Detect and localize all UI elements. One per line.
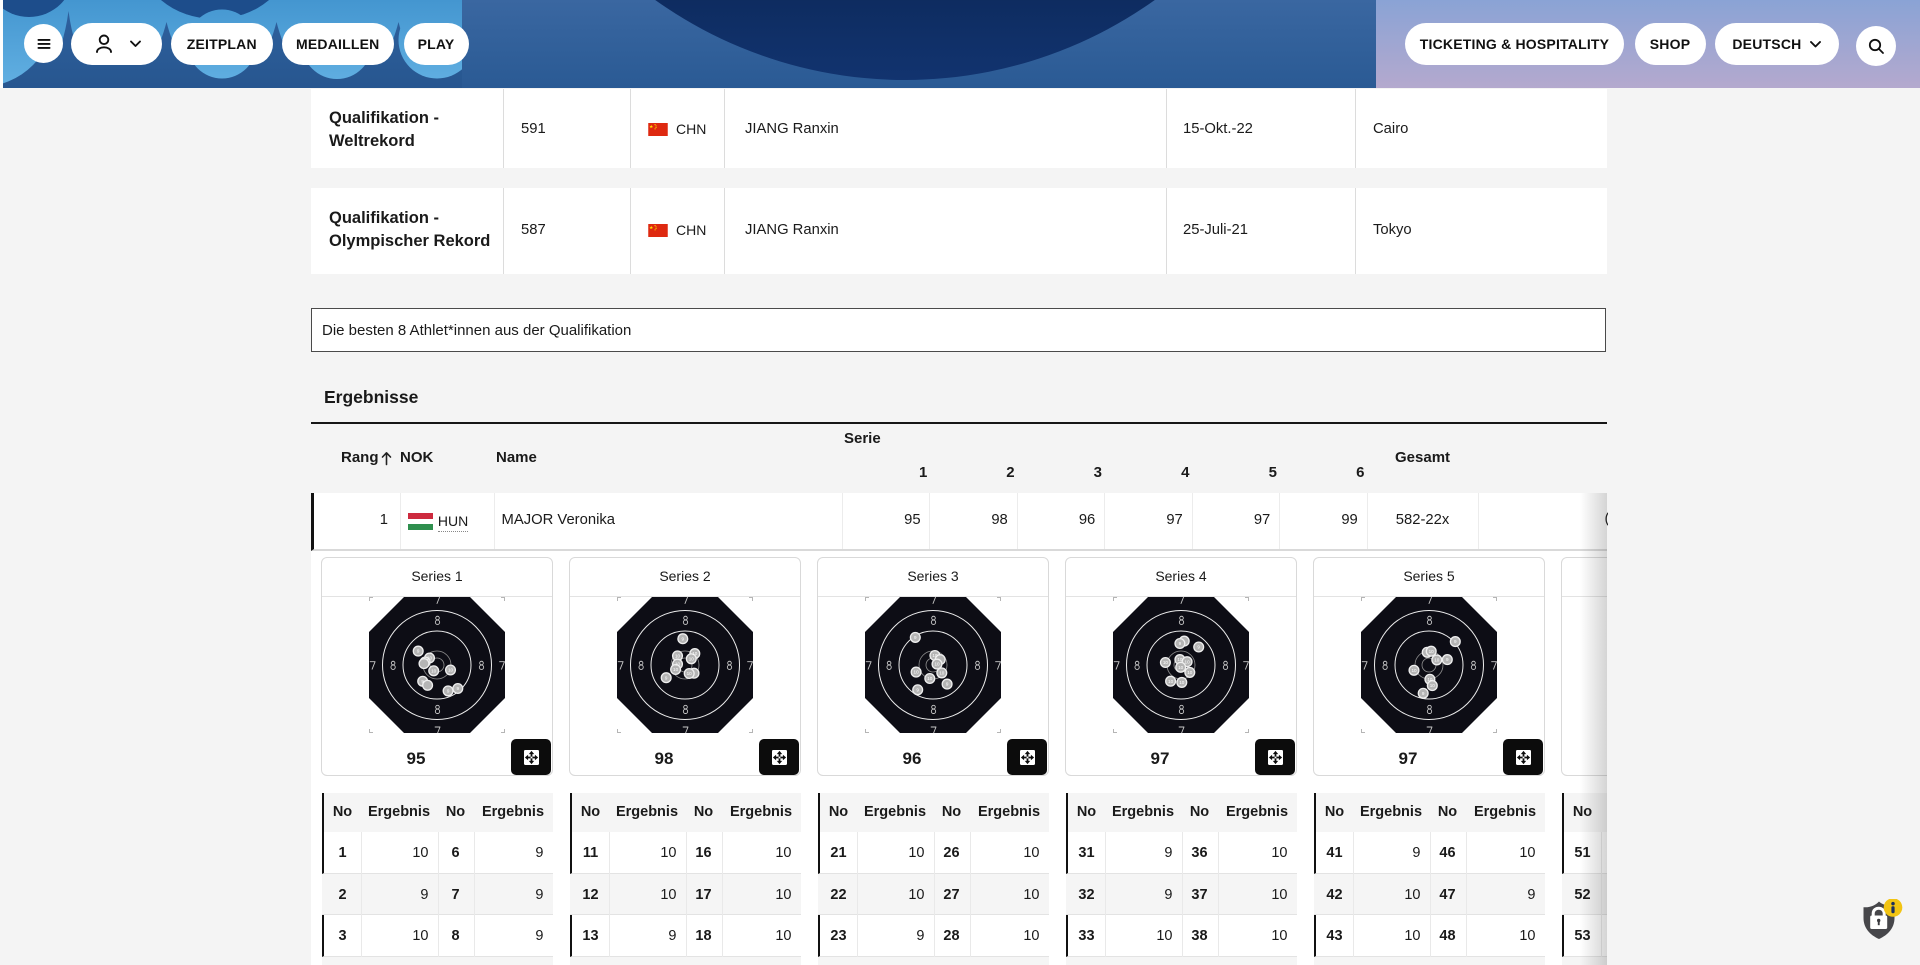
svg-text:10: 10 (1168, 678, 1174, 683)
svg-text:9: 9 (447, 688, 450, 693)
svg-text:10: 10 (1187, 670, 1193, 675)
svg-text:10: 10 (687, 671, 693, 676)
svg-text:10: 10 (939, 670, 945, 675)
svg-text:9: 9 (914, 635, 917, 640)
svg-text:9: 9 (421, 678, 424, 683)
svg-text:9: 9 (1422, 690, 1425, 695)
svg-text:9: 9 (1446, 657, 1449, 662)
svg-text:10: 10 (1178, 664, 1184, 669)
svg-text:9: 9 (457, 686, 460, 691)
svg-text:9: 9 (1179, 641, 1182, 646)
svg-text:9: 9 (916, 687, 919, 692)
svg-text:9: 9 (1454, 639, 1457, 644)
svg-text:10: 10 (692, 651, 698, 656)
svg-text:10: 10 (427, 655, 433, 660)
svg-text:10: 10 (675, 661, 681, 666)
svg-text:9: 9 (1197, 644, 1200, 649)
svg-text:10: 10 (689, 656, 695, 661)
svg-text:10: 10 (1177, 657, 1183, 662)
svg-text:10: 10 (1163, 660, 1169, 665)
svg-text:10: 10 (1179, 680, 1185, 685)
svg-text:10: 10 (673, 667, 679, 672)
svg-text:10: 10 (1185, 659, 1191, 664)
svg-text:10: 10 (675, 653, 681, 658)
svg-text:10: 10 (431, 668, 437, 673)
svg-text:10: 10 (932, 653, 938, 658)
svg-text:10: 10 (934, 661, 940, 666)
svg-text:9: 9 (946, 681, 949, 686)
svg-text:9: 9 (682, 636, 685, 641)
svg-text:10: 10 (448, 667, 454, 672)
svg-text:10: 10 (914, 669, 920, 674)
svg-text:10: 10 (1411, 667, 1417, 672)
svg-text:10: 10 (1434, 657, 1440, 662)
svg-text:9: 9 (417, 648, 420, 653)
svg-text:10: 10 (1430, 683, 1436, 688)
svg-text:10: 10 (1427, 676, 1433, 681)
svg-text:9: 9 (665, 675, 668, 680)
svg-text:10: 10 (1429, 648, 1435, 653)
svg-text:10: 10 (927, 676, 933, 681)
